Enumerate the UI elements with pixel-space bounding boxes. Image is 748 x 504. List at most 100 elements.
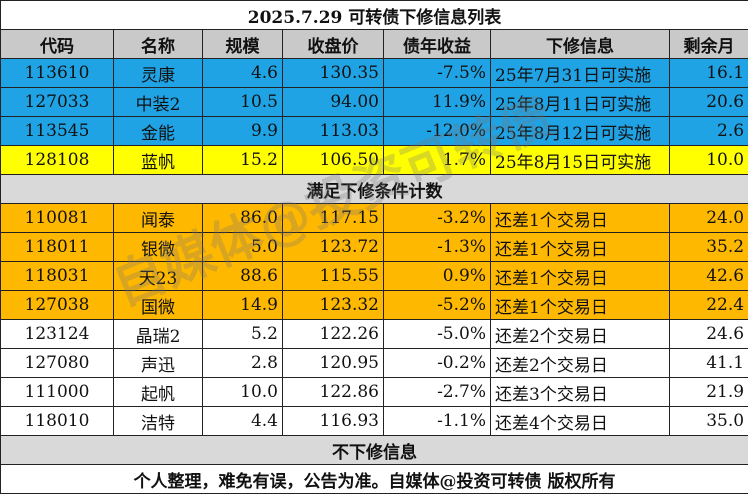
cell-price: 120.95 — [282, 348, 384, 378]
cell-name: 洁特 — [113, 406, 203, 436]
cell-scale: 88.6 — [202, 261, 283, 291]
cell-yield: -1.3% — [383, 232, 491, 262]
cell-yield: -3.2% — [383, 203, 491, 233]
cell-code: 127033 — [0, 87, 114, 117]
col-header-code: 代码 — [0, 29, 114, 59]
table-row: 118031 天23 88.6 115.55 0.9% 还差1个交易日 42.6 — [0, 261, 748, 291]
cell-scale: 5.2 — [202, 319, 283, 349]
cell-info: 还差2个交易日 — [490, 319, 670, 349]
table-row: 118010 洁特 4.4 116.93 -1.1% 还差4个交易日 35.0 — [0, 406, 748, 436]
col-header-scale: 规模 — [202, 29, 283, 59]
cell-code: 113610 — [0, 58, 114, 88]
cell-yield: -12.0% — [383, 116, 491, 146]
cell-code: 127038 — [0, 290, 114, 320]
cell-info: 25年8月11日可实施 — [490, 87, 670, 117]
cell-name: 起帆 — [113, 377, 203, 407]
cell-price: 106.50 — [282, 145, 384, 175]
cell-code: 110081 — [0, 203, 114, 233]
cell-info: 还差1个交易日 — [490, 261, 670, 291]
cell-scale: 86.0 — [202, 203, 283, 233]
footer-note: 个人整理，难免有误，公告为准。自媒体@投资可转债 版权所有 — [0, 464, 748, 494]
cell-yield: -2.7% — [383, 377, 491, 407]
cell-scale: 15.2 — [202, 145, 283, 175]
cell-info: 25年8月15日可实施 — [490, 145, 670, 175]
cell-scale: 4.6 — [202, 58, 283, 88]
cell-yield: -0.2% — [383, 348, 491, 378]
cell-name: 国微 — [113, 290, 203, 320]
footer-note-row: 个人整理，难免有误，公告为准。自媒体@投资可转债 版权所有 — [0, 464, 748, 494]
table-row: 123124 晶瑞2 5.2 122.26 -5.0% 还差2个交易日 24.6 — [0, 319, 748, 349]
table-row: 118011 银微 5.0 123.72 -1.3% 还差1个交易日 35.2 — [0, 232, 748, 262]
cell-scale: 5.0 — [202, 232, 283, 262]
cell-info: 还差2个交易日 — [490, 348, 670, 378]
table-row: 128108 蓝帆 15.2 106.50 1.7% 25年8月15日可实施 10.0 — [0, 145, 748, 175]
cell-months: 41.1 — [668, 348, 748, 378]
cell-info: 25年7月31日可实施 — [490, 58, 670, 88]
cell-name: 蓝帆 — [113, 145, 203, 175]
header-row: 代码 名称 规模 收盘价 债年收益 下修信息 剩余月 — [0, 29, 748, 59]
cell-name: 金能 — [113, 116, 203, 146]
cell-info: 还差1个交易日 — [490, 290, 670, 320]
section-heading-no-revision-row: 不下修信息 — [0, 435, 748, 465]
table-row: 113545 金能 9.9 113.03 -12.0% 25年8月12日可实施 2.6 — [0, 116, 748, 146]
cell-price: 122.86 — [282, 377, 384, 407]
cell-name: 声迅 — [113, 348, 203, 378]
cell-price: 123.72 — [282, 232, 384, 262]
cell-info: 还差1个交易日 — [490, 203, 670, 233]
cell-yield: 1.7% — [383, 145, 491, 175]
cell-code: 118010 — [0, 406, 114, 436]
cell-name: 灵康 — [113, 58, 203, 88]
cell-info: 25年8月12日可实施 — [490, 116, 670, 146]
cell-price: 130.35 — [282, 58, 384, 88]
cell-price: 115.55 — [282, 261, 384, 291]
cell-name: 中装2 — [113, 87, 203, 117]
cell-name: 银微 — [113, 232, 203, 262]
cell-yield: 0.9% — [383, 261, 491, 291]
cell-scale: 10.0 — [202, 377, 283, 407]
table-title: 2025.7.29 可转债下修信息列表 — [0, 0, 748, 30]
cell-months: 22.4 — [668, 290, 748, 320]
table-row: 110081 闻泰 86.0 117.15 -3.2% 还差1个交易日 24.0 — [0, 203, 748, 233]
title-row: 2025.7.29 可转债下修信息列表 — [0, 0, 748, 30]
cell-months: 20.6 — [668, 87, 748, 117]
cell-scale: 4.4 — [202, 406, 283, 436]
cell-months: 21.9 — [668, 377, 748, 407]
cell-yield: 11.9% — [383, 87, 491, 117]
cell-price: 116.93 — [282, 406, 384, 436]
cell-scale: 10.5 — [202, 87, 283, 117]
cell-scale: 2.8 — [202, 348, 283, 378]
section-heading-no-revision: 不下修信息 — [0, 435, 748, 465]
col-header-price: 收盘价 — [282, 29, 384, 59]
cell-code: 111000 — [0, 377, 114, 407]
col-header-info: 下修信息 — [490, 29, 670, 59]
table-row: 127033 中装2 10.5 94.00 11.9% 25年8月11日可实施 20.6 — [0, 87, 748, 117]
cell-price: 122.26 — [282, 319, 384, 349]
cell-yield: -7.5% — [383, 58, 491, 88]
cell-name: 天23 — [113, 261, 203, 291]
cell-months: 2.6 — [668, 116, 748, 146]
cell-price: 123.32 — [282, 290, 384, 320]
col-header-yield: 债年收益 — [383, 29, 491, 59]
col-header-months: 剩余月 — [668, 29, 748, 59]
cell-code: 127080 — [0, 348, 114, 378]
cell-months: 24.6 — [668, 319, 748, 349]
cell-code: 118031 — [0, 261, 114, 291]
cell-scale: 9.9 — [202, 116, 283, 146]
cell-yield: -1.1% — [383, 406, 491, 436]
cell-price: 94.00 — [282, 87, 384, 117]
cell-info: 还差3个交易日 — [490, 377, 670, 407]
cell-code: 118011 — [0, 232, 114, 262]
cell-months: 35.0 — [668, 406, 748, 436]
cell-code: 123124 — [0, 319, 114, 349]
table-row: 111000 起帆 10.0 122.86 -2.7% 还差3个交易日 21.9 — [0, 377, 748, 407]
cell-yield: -5.0% — [383, 319, 491, 349]
section-heading-eligible: 满足下修条件计数 — [0, 174, 748, 204]
section-heading-eligible-row: 满足下修条件计数 — [0, 174, 748, 204]
cell-info: 还差4个交易日 — [490, 406, 670, 436]
cell-scale: 14.9 — [202, 290, 283, 320]
cell-code: 128108 — [0, 145, 114, 175]
table-row: 113610 灵康 4.6 130.35 -7.5% 25年7月31日可实施 16.1 — [0, 58, 748, 88]
cell-code: 113545 — [0, 116, 114, 146]
cell-info: 还差1个交易日 — [490, 232, 670, 262]
